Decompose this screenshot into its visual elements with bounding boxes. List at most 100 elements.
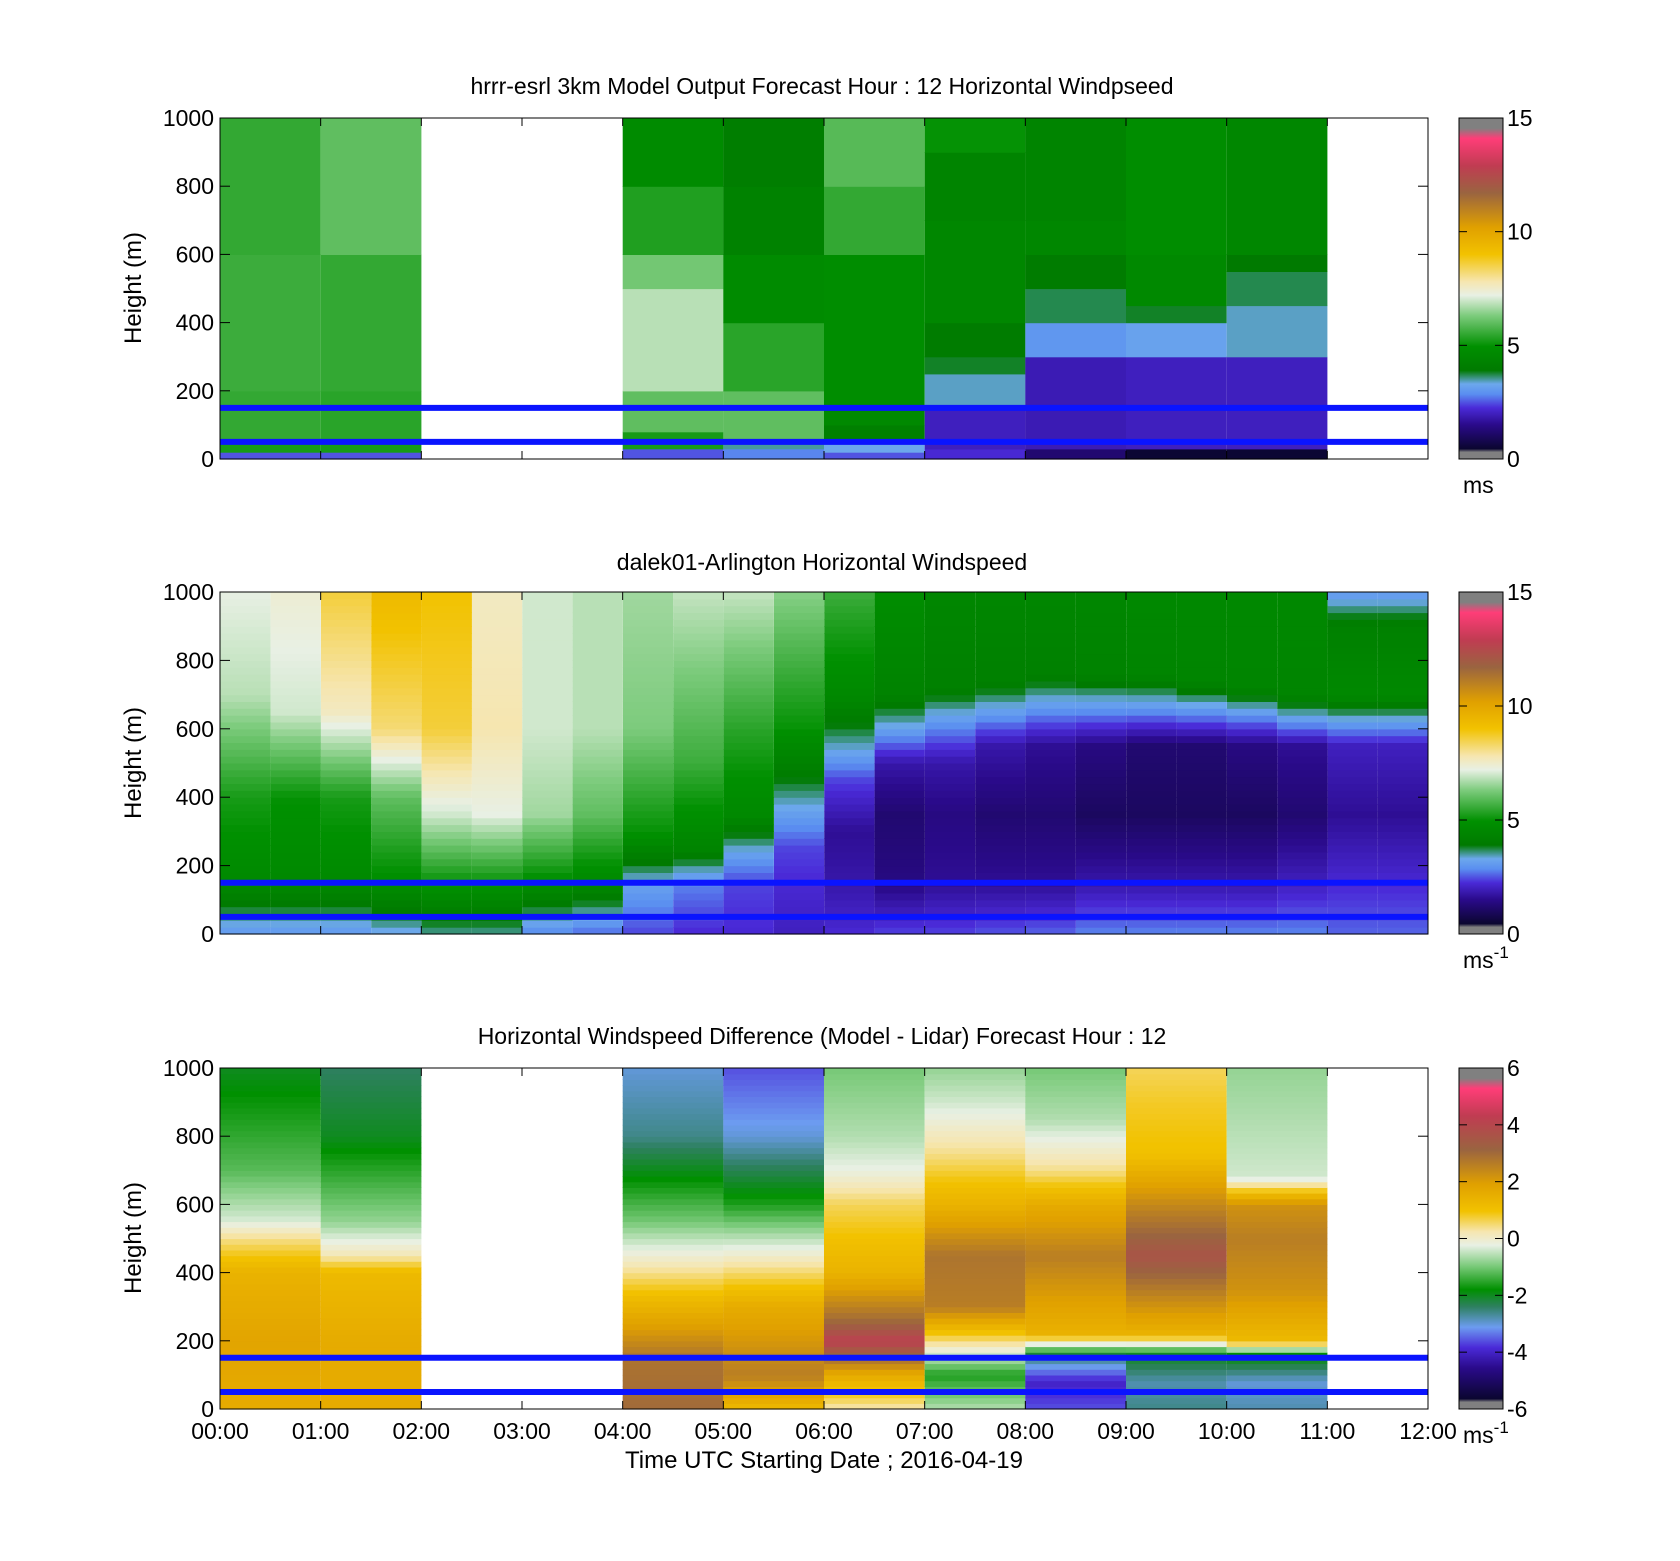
heatmap-cell — [874, 790, 925, 798]
heatmap-cell — [723, 639, 774, 648]
heatmap-cell — [824, 1232, 925, 1240]
heatmap-cell — [270, 660, 321, 668]
heatmap-cell — [421, 708, 472, 716]
heatmap-cell — [1025, 1380, 1126, 1387]
heatmap-cell — [220, 927, 271, 935]
heatmap-cell — [320, 1244, 422, 1251]
heatmap-cell — [623, 592, 674, 600]
heatmap-cell — [1126, 728, 1177, 737]
heatmap-cell — [1025, 1295, 1126, 1302]
heatmap-cell — [1378, 851, 1429, 860]
heatmap-cell — [1025, 605, 1076, 614]
heatmap-cell — [925, 619, 976, 627]
heatmap-cell — [824, 735, 875, 743]
heatmap-cell — [1226, 1170, 1328, 1177]
heatmap-cell — [824, 1068, 925, 1075]
heatmap-cell — [1025, 927, 1076, 935]
heatmap-cell — [723, 1119, 824, 1126]
heatmap-cell — [1226, 1329, 1328, 1336]
heatmap-cell — [723, 1335, 824, 1342]
heatmap-cell — [1378, 633, 1429, 641]
heatmap-cell — [1176, 742, 1227, 750]
heatmap-cell — [1327, 653, 1378, 661]
heatmap-cell — [824, 452, 925, 460]
heatmap-cell — [774, 687, 825, 696]
heatmap-cell — [1226, 118, 1328, 255]
heatmap-cell — [1025, 1085, 1126, 1092]
x-tick-label: 06:00 — [795, 1418, 853, 1444]
heatmap-cell — [472, 653, 523, 661]
heatmap-cell — [1126, 1141, 1227, 1149]
heatmap-cell — [1126, 715, 1177, 723]
heatmap-cell — [522, 722, 573, 730]
heatmap-cell — [1226, 1340, 1328, 1348]
heatmap-cell — [421, 612, 472, 620]
heatmap-cell — [622, 1085, 724, 1092]
heatmap-cell — [924, 1380, 1026, 1387]
heatmap-cell — [1025, 763, 1076, 771]
heatmap-cell — [925, 687, 976, 696]
heatmap-cell — [673, 824, 724, 832]
heatmap-cell — [622, 1266, 724, 1274]
heatmap-cell — [824, 1340, 925, 1348]
x-tick-label: 04:00 — [594, 1418, 652, 1444]
heatmap-cell — [522, 838, 573, 846]
heatmap-cell — [572, 598, 623, 607]
heatmap-cell — [924, 1403, 1026, 1410]
heatmap-cell — [472, 592, 523, 600]
heatmap-cell — [723, 1340, 824, 1348]
heatmap-cell — [1226, 1164, 1328, 1171]
heatmap-cell — [270, 838, 321, 846]
heatmap-cell — [1126, 612, 1177, 620]
heatmap-cell — [522, 701, 573, 709]
heatmap-cell — [824, 715, 875, 723]
heatmap-cell — [1025, 1198, 1126, 1205]
heatmap-cell — [723, 1170, 824, 1177]
heatmap-cell — [572, 680, 623, 689]
heatmap-cell — [270, 694, 321, 702]
heatmap-cell — [1277, 701, 1328, 709]
heatmap-cell — [1025, 1068, 1126, 1075]
heatmap-cell — [1025, 1113, 1126, 1120]
heatmap-cell — [270, 927, 321, 935]
heatmap-cell — [270, 893, 321, 901]
heatmap-cell — [1076, 715, 1127, 723]
heatmap-cell — [723, 1363, 824, 1370]
heatmap-cell — [522, 605, 573, 614]
heatmap-cell — [1327, 920, 1378, 928]
heatmap-cell — [1025, 1147, 1126, 1154]
heatmap-cell — [975, 769, 1026, 778]
heatmap-cell — [824, 667, 875, 675]
heatmap-cell — [623, 858, 674, 867]
heatmap-cell — [723, 1141, 824, 1149]
heatmap-cell — [220, 653, 271, 661]
heatmap-cell — [220, 1244, 321, 1251]
heatmap-cell — [572, 920, 623, 928]
heatmap-cell — [270, 701, 321, 709]
heatmap-cell — [824, 1073, 925, 1080]
heatmap-cell — [320, 1295, 422, 1302]
heatmap-cell — [673, 865, 724, 873]
heatmap-cell — [1378, 653, 1429, 661]
panel-model: hrrr-esrl 3km Model Output Forecast Hour… — [120, 73, 1533, 498]
heatmap-cell — [723, 845, 774, 853]
heatmap-cell — [975, 749, 1026, 757]
heatmap-cell — [924, 1130, 1026, 1137]
heatmap-cell — [1176, 687, 1227, 696]
heatmap-cell — [1126, 653, 1177, 661]
heatmap-cell — [622, 1232, 724, 1240]
heatmap-cell — [673, 783, 724, 791]
heatmap-cell — [1227, 592, 1278, 600]
heatmap-cell — [925, 633, 976, 641]
heatmap-cell — [874, 865, 925, 873]
y-axis-label: Height (m) — [120, 232, 147, 344]
heatmap-cell — [824, 1374, 925, 1382]
heatmap-cell — [270, 667, 321, 675]
heatmap-cell — [673, 728, 724, 737]
heatmap-cell — [1126, 1164, 1227, 1171]
heatmap-cell — [975, 845, 1026, 853]
heatmap-cell — [320, 390, 422, 440]
heatmap-cell — [723, 1215, 824, 1223]
heatmap-cell — [270, 619, 321, 627]
heatmap-cell — [1025, 1363, 1126, 1370]
